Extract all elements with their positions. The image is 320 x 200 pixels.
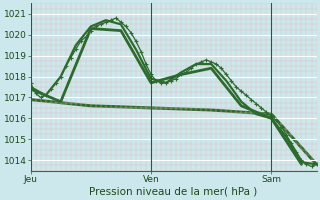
X-axis label: Pression niveau de la mer( hPa ): Pression niveau de la mer( hPa ) [90, 187, 258, 197]
